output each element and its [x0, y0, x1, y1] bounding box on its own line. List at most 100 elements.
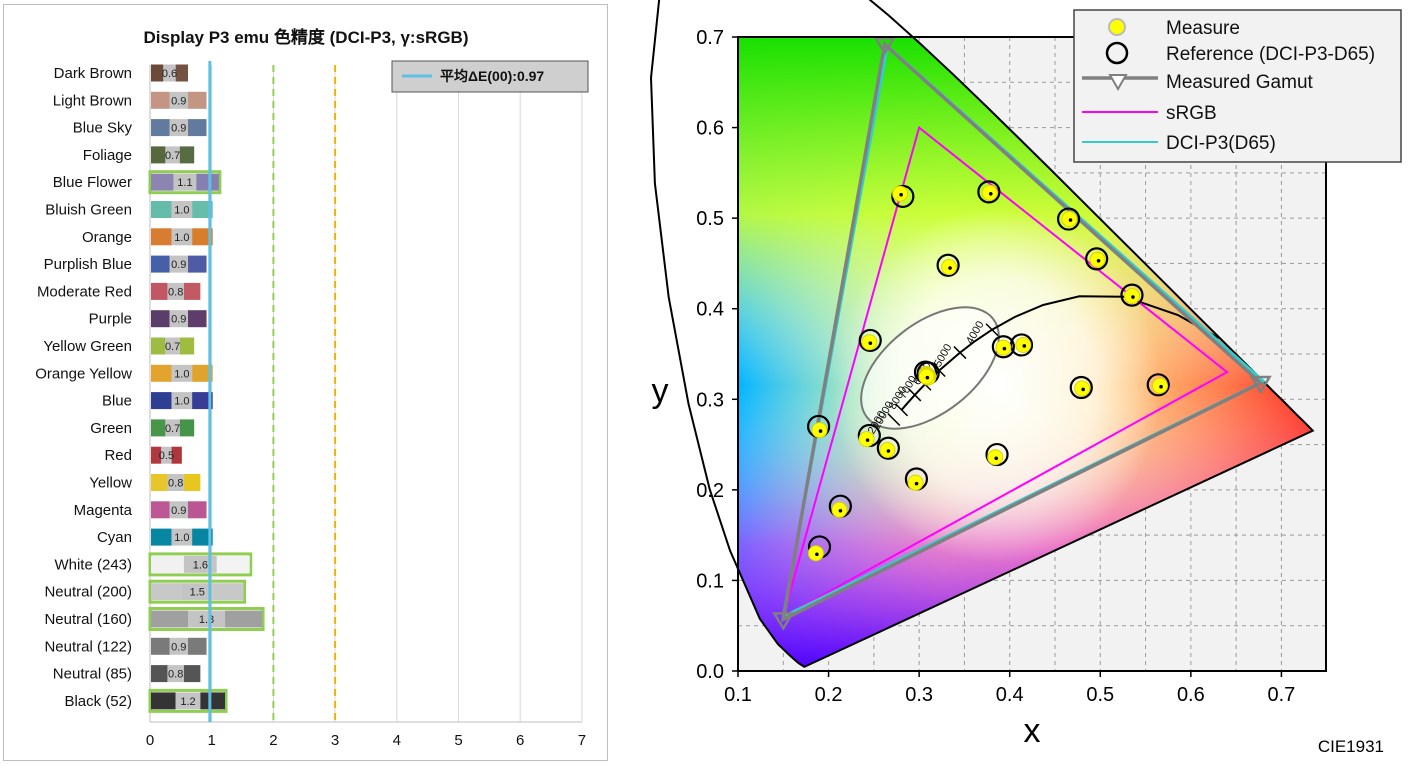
- bar-value-label: 0.8: [168, 286, 183, 298]
- bar-moderate-red: 0.8: [151, 282, 201, 300]
- bar-measured-swatch: [151, 64, 164, 82]
- measure-point-center: [988, 191, 993, 196]
- bar-outline: [148, 688, 228, 713]
- reference-point: [1120, 283, 1144, 307]
- bar-reference-swatch: [216, 555, 250, 573]
- reference-point: [977, 180, 1001, 204]
- bar-measured-swatch: [151, 610, 189, 628]
- bar-light-brown: 0.9: [151, 91, 207, 109]
- bar-label-cell: [161, 446, 172, 464]
- bar-value-label: 1.0: [174, 368, 189, 380]
- bar-value-label: 0.9: [171, 641, 186, 653]
- y-axis-label: y: [652, 372, 669, 410]
- x-tick-label: 0.5: [1086, 684, 1114, 706]
- bar-foliage: 0.7: [151, 146, 195, 164]
- bar-label-cell: [173, 173, 197, 191]
- category-label: Black (52): [64, 693, 132, 710]
- category-label: Orange Yellow: [35, 365, 132, 382]
- bar-label-cell: [165, 419, 180, 437]
- category-label: Yellow Green: [43, 338, 132, 355]
- bar-value-label: 0.7: [165, 423, 180, 435]
- bar-reference-swatch: [188, 501, 207, 519]
- bar-outline: [148, 579, 247, 604]
- bar-blue: 1.0: [151, 392, 213, 410]
- measure-point-center: [1159, 384, 1163, 389]
- legend-measure: Measure: [1166, 18, 1240, 39]
- cct-tick: [895, 403, 909, 417]
- bar-reference-swatch: [192, 392, 213, 410]
- bar-measured-swatch: [151, 119, 170, 137]
- x-tick-label: 2: [269, 732, 277, 749]
- bar-value-label: 0.9: [171, 259, 186, 271]
- category-label: Purple: [89, 311, 132, 328]
- legend: 平均ΔE(00):0.97: [391, 60, 589, 93]
- bar-purple: 0.9: [151, 310, 207, 328]
- bar-value-label: 0.9: [171, 505, 186, 517]
- category-label: Neutral (122): [44, 638, 132, 655]
- bar-yellow-green: 0.7: [151, 337, 195, 355]
- bar-bluish-green: 1.0: [151, 201, 213, 218]
- measure-point-center: [865, 438, 870, 442]
- bar-measured-swatch: [151, 446, 162, 464]
- delta-e-bar-chart: 0.6 0.9 0.9 0.7 1.1 1.0 1.0 0.9 0.8 0.9 0.7 1.0 1.0 0…: [35, 27, 589, 749]
- bar-reference-swatch: [183, 474, 201, 491]
- category-label: Neutral (200): [44, 584, 132, 601]
- legend-measure-marker: [1108, 18, 1126, 36]
- cie1931-chromaticity-diagram: 400050006000700080001000012000 0.10.20.3…: [649, 0, 1402, 756]
- bar-measured-swatch: [151, 501, 170, 519]
- measured-gamut-vertex-marker: [772, 612, 795, 631]
- category-label: Blue: [102, 393, 132, 410]
- bar-neutral-160: 1.8: [148, 607, 265, 631]
- bar-label-cell: [169, 119, 189, 137]
- category-label: Red: [104, 447, 132, 464]
- bar-label-cell: [171, 528, 193, 546]
- bar-measured-swatch: [151, 255, 170, 273]
- bar-measured-swatch: [151, 282, 168, 300]
- reference-point: [1056, 207, 1081, 231]
- bar-reference-swatch: [179, 337, 195, 355]
- bar-label-cell: [169, 255, 189, 273]
- measure-point-center: [1131, 295, 1135, 299]
- bar-measured-swatch: [151, 201, 172, 218]
- legend-measured-gamut: Measured Gamut: [1166, 72, 1314, 93]
- bar-outline: [148, 170, 222, 195]
- bar-value-label: 1.2: [180, 696, 195, 708]
- bar-purplish-blue: 0.9: [151, 255, 207, 273]
- category-label: Orange: [82, 229, 132, 246]
- x-tick-label: 4: [393, 732, 401, 749]
- legend-srgb: sRGB: [1166, 103, 1217, 124]
- category-label: Neutral (85): [53, 666, 132, 683]
- y-tick-label: 0.7: [696, 27, 724, 49]
- y-tick-label: 0.6: [696, 118, 724, 140]
- bar-measured-swatch: [151, 419, 166, 437]
- bar-neutral-85: 0.8: [151, 665, 201, 683]
- bar-reference-swatch: [183, 665, 201, 683]
- legend: Measure Reference (DCI-P3-D65) Measured …: [1073, 9, 1402, 163]
- category-label: Purplish Blue: [44, 256, 132, 273]
- measure-point-center: [948, 266, 952, 270]
- category-label: Cyan: [97, 529, 132, 546]
- bar-cyan: 1.0: [151, 528, 213, 546]
- bar-measured-swatch: [151, 474, 168, 491]
- bar-measured-swatch: [151, 555, 184, 573]
- bar-value-label: 1.5: [190, 587, 205, 599]
- x-tick-label: 0: [146, 732, 154, 749]
- bar-value-label: 0.8: [168, 669, 183, 681]
- bar-label-cell: [167, 665, 184, 683]
- cie1931-label: CIE1931: [1318, 737, 1384, 756]
- legend-average-delta-e: 平均ΔE(00):0.97: [440, 68, 544, 84]
- bar-green: 0.7: [151, 419, 195, 437]
- category-label: Magenta: [74, 502, 133, 519]
- bar-reference-swatch: [188, 310, 207, 328]
- bar-label-cell: [167, 282, 184, 300]
- bar-value-label: 0.8: [168, 478, 183, 490]
- y-tick-label: 0.2: [696, 480, 724, 502]
- x-axis-label: x: [1024, 712, 1041, 750]
- category-label: Moderate Red: [37, 283, 132, 300]
- bar-measured-swatch: [151, 637, 170, 655]
- measured-gamut-vertex-marker: [1249, 375, 1272, 395]
- legend-reference: Reference (DCI-P3-D65): [1166, 44, 1375, 65]
- measure-point-center: [838, 508, 843, 513]
- bar-value-label: 0.9: [171, 123, 186, 135]
- category-label: Light Brown: [53, 92, 132, 109]
